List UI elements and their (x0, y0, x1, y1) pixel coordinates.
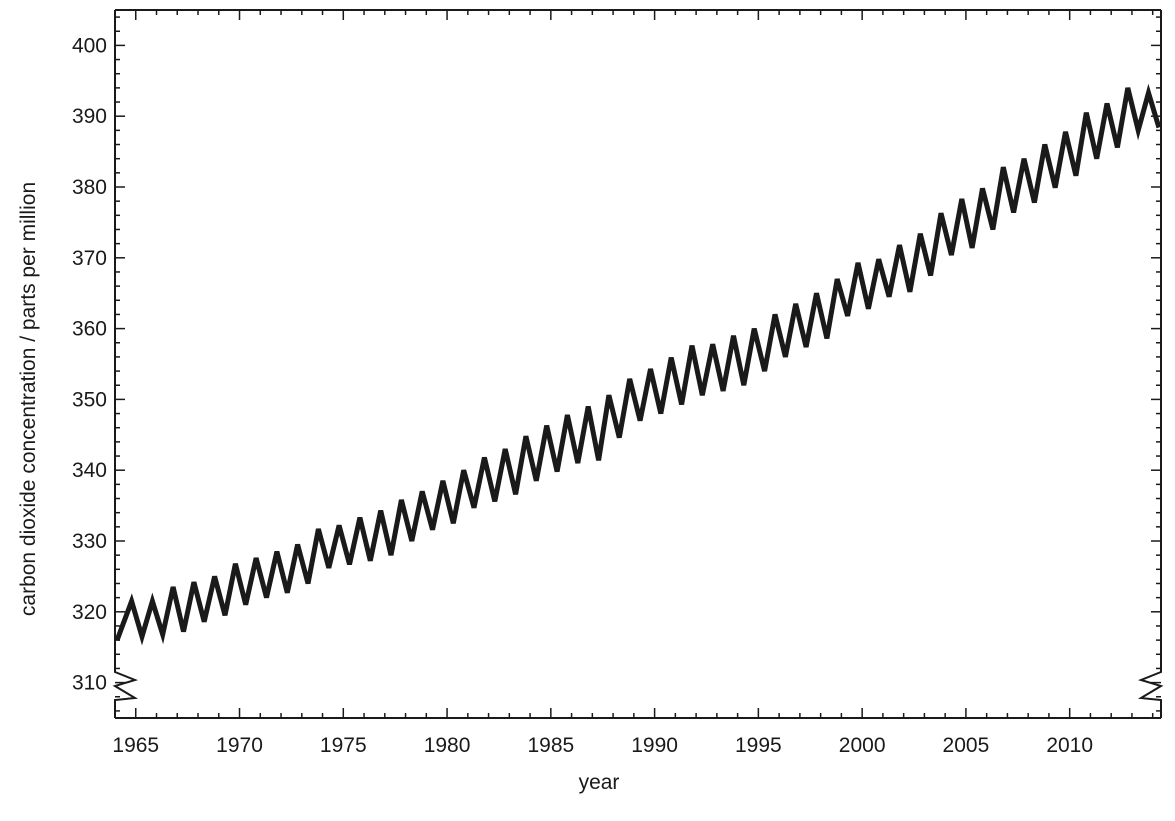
y-tick-label: 350 (72, 388, 107, 411)
co2-series-line (114, 83, 1162, 646)
x-tick-label: 1970 (216, 734, 263, 757)
x-tick-label: 2010 (1046, 734, 1093, 757)
y-tick-label: 380 (72, 176, 107, 199)
x-axis-title: year (579, 771, 620, 794)
y-tick-label: 370 (72, 247, 107, 270)
y-tick-label: 360 (72, 318, 107, 341)
y-tick-label: 340 (72, 459, 107, 482)
x-tick-label: 2005 (943, 734, 990, 757)
left-spine-with-break (112, 10, 139, 718)
y-tick-label: 320 (72, 601, 107, 624)
right-spine-with-break (1137, 10, 1164, 718)
y-axis: 310 320 330 340 350 360 370 380 390 400 (72, 16, 1161, 712)
x-tick-label: 1990 (631, 734, 678, 757)
y-tick-label: 400 (72, 34, 107, 57)
y-tick-label: 330 (72, 530, 107, 553)
plot-frame (112, 9, 1164, 719)
x-tick-label: 1965 (112, 734, 159, 757)
y-axis-title: carbon dioxide concentration / parts per… (17, 182, 40, 616)
y-tick-label: 390 (72, 105, 107, 128)
x-tick-label: 1985 (527, 734, 574, 757)
x-axis: 1965 1970 1975 1980 1985 1990 1995 2000 2005 2010 (112, 10, 1154, 757)
x-tick-label: 2000 (839, 734, 886, 757)
x-tick-label: 1995 (735, 734, 782, 757)
y-tick-label: 310 (72, 672, 107, 695)
x-tick-label: 1975 (320, 734, 367, 757)
x-tick-label: 1980 (424, 734, 471, 757)
